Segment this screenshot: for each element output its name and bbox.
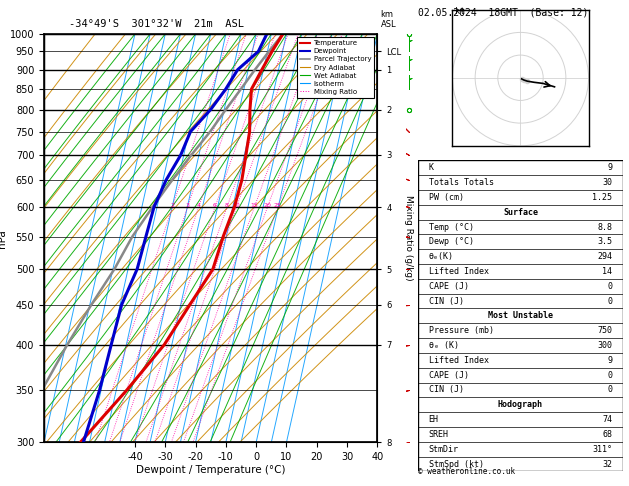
Text: -34°49'S  301°32'W  21m  ASL: -34°49'S 301°32'W 21m ASL	[69, 19, 244, 29]
Text: 30: 30	[603, 178, 613, 187]
Text: Lifted Index: Lifted Index	[428, 356, 489, 365]
Text: 2: 2	[170, 203, 174, 208]
Text: 750: 750	[598, 326, 613, 335]
Legend: Temperature, Dewpoint, Parcel Trajectory, Dry Adiabat, Wet Adiabat, Isotherm, Mi: Temperature, Dewpoint, Parcel Trajectory…	[297, 37, 374, 98]
Text: km
ASL: km ASL	[381, 10, 396, 29]
Text: K: K	[428, 163, 433, 172]
Text: SREH: SREH	[428, 430, 448, 439]
Text: 4: 4	[197, 203, 201, 208]
Text: 68: 68	[603, 430, 613, 439]
Text: 02.05.2024  18GMT  (Base: 12): 02.05.2024 18GMT (Base: 12)	[418, 7, 589, 17]
Text: 294: 294	[598, 252, 613, 261]
Text: CIN (J): CIN (J)	[428, 385, 464, 395]
Text: 74: 74	[603, 415, 613, 424]
X-axis label: Dewpoint / Temperature (°C): Dewpoint / Temperature (°C)	[136, 465, 286, 475]
Text: © weatheronline.co.uk: © weatheronline.co.uk	[418, 467, 515, 476]
Text: 6: 6	[213, 203, 217, 208]
Text: CAPE (J): CAPE (J)	[428, 371, 469, 380]
Text: 9: 9	[608, 163, 613, 172]
Text: 0: 0	[608, 296, 613, 306]
Text: θₑ (K): θₑ (K)	[428, 341, 459, 350]
Text: 14: 14	[603, 267, 613, 276]
Text: StmSpd (kt): StmSpd (kt)	[428, 460, 484, 469]
Text: 300: 300	[598, 341, 613, 350]
Text: 0: 0	[608, 282, 613, 291]
Text: PW (cm): PW (cm)	[428, 193, 464, 202]
Text: Totals Totals: Totals Totals	[428, 178, 494, 187]
Text: Temp (°C): Temp (°C)	[428, 223, 474, 231]
Text: 32: 32	[603, 460, 613, 469]
Text: CIN (J): CIN (J)	[428, 296, 464, 306]
Text: 3.5: 3.5	[598, 237, 613, 246]
Text: 9: 9	[608, 356, 613, 365]
Text: StmDir: StmDir	[428, 445, 459, 454]
Text: Most Unstable: Most Unstable	[488, 312, 553, 320]
Text: 0: 0	[608, 371, 613, 380]
Text: 15: 15	[250, 203, 259, 208]
Text: EH: EH	[428, 415, 438, 424]
Text: CAPE (J): CAPE (J)	[428, 282, 469, 291]
Text: Surface: Surface	[503, 208, 538, 217]
Y-axis label: Mixing Ratio (g/kg): Mixing Ratio (g/kg)	[404, 195, 413, 281]
Text: 1.25: 1.25	[593, 193, 613, 202]
Text: 311°: 311°	[593, 445, 613, 454]
Text: 10: 10	[233, 203, 240, 208]
Text: 8: 8	[225, 203, 229, 208]
Text: 20: 20	[264, 203, 271, 208]
Text: 8.8: 8.8	[598, 223, 613, 231]
Text: 25: 25	[274, 203, 282, 208]
Text: θₑ(K): θₑ(K)	[428, 252, 454, 261]
Text: Hodograph: Hodograph	[498, 400, 543, 409]
Text: Pressure (mb): Pressure (mb)	[428, 326, 494, 335]
Text: 3: 3	[186, 203, 189, 208]
Text: Lifted Index: Lifted Index	[428, 267, 489, 276]
Text: kt: kt	[455, 7, 465, 16]
Text: 0: 0	[608, 385, 613, 395]
Text: Dewp (°C): Dewp (°C)	[428, 237, 474, 246]
Y-axis label: hPa: hPa	[0, 229, 7, 247]
